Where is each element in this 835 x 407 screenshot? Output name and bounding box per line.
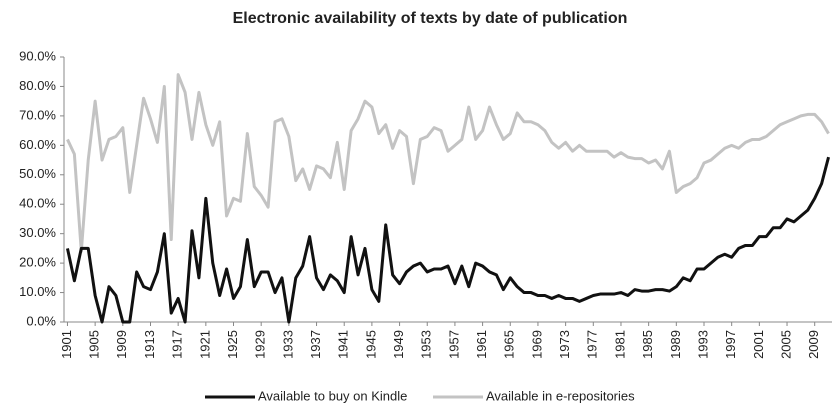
x-tick-label: 1925 xyxy=(225,330,240,359)
x-tick-label: 1953 xyxy=(419,330,434,359)
x-tick-label: 1965 xyxy=(502,330,517,359)
x-tick-label: 1921 xyxy=(197,330,212,359)
y-tick-label: 50.0% xyxy=(19,166,56,181)
x-tick-label: 1997 xyxy=(723,330,738,359)
x-tick-label: 1957 xyxy=(446,330,461,359)
x-tick-label: 1981 xyxy=(612,330,627,359)
series-line xyxy=(65,156,830,324)
x-tick-label: 1945 xyxy=(363,330,378,359)
x-tick-label: 1973 xyxy=(557,330,572,359)
y-tick-label: 90.0% xyxy=(19,48,56,63)
x-tick-label: 1977 xyxy=(585,330,600,359)
series-line xyxy=(66,73,830,253)
y-tick-label: 20.0% xyxy=(19,255,56,270)
x-tick-label: 1917 xyxy=(170,330,185,359)
x-tick-label: 2001 xyxy=(751,330,766,359)
y-tick-label: 60.0% xyxy=(19,137,56,152)
x-tick-label: 1941 xyxy=(336,330,351,359)
x-tick-label: 1961 xyxy=(474,330,489,359)
x-tick-label: 1933 xyxy=(280,330,295,359)
legend-label: Available in e-repositories xyxy=(486,388,635,403)
chart-title: Electronic availability of texts by date… xyxy=(233,10,628,27)
x-tick-label: 1969 xyxy=(529,330,544,359)
legend-label: Available to buy on Kindle xyxy=(258,388,407,403)
x-tick-label: 1993 xyxy=(695,330,710,359)
y-tick-label: 30.0% xyxy=(19,225,56,240)
x-tick-label: 1913 xyxy=(142,330,157,359)
x-tick-label: 1905 xyxy=(87,330,102,359)
x-tick-label: 1989 xyxy=(668,330,683,359)
y-tick-label: 40.0% xyxy=(19,196,56,211)
x-tick-label: 1985 xyxy=(640,330,655,359)
x-tick-label: 1949 xyxy=(391,330,406,359)
y-tick-label: 80.0% xyxy=(19,78,56,93)
x-tick-label: 1937 xyxy=(308,330,323,359)
y-tick-label: 0.0% xyxy=(26,313,56,328)
x-tick-label: 1909 xyxy=(114,330,129,359)
x-tick-label: 2005 xyxy=(778,330,793,359)
y-tick-label: 10.0% xyxy=(19,284,56,299)
x-tick-label: 1929 xyxy=(253,330,268,359)
x-tick-label: 1901 xyxy=(59,330,74,359)
x-tick-label: 2009 xyxy=(806,330,821,359)
y-tick-label: 70.0% xyxy=(19,107,56,122)
